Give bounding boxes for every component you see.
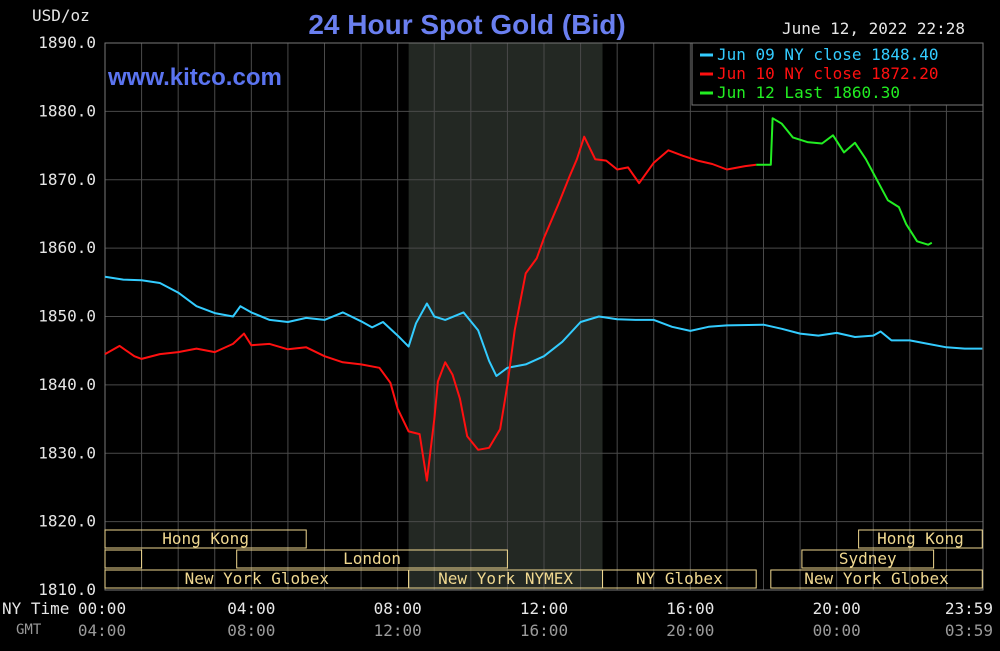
x-tick-label-ny: 23:59 (945, 599, 993, 618)
unit-label: USD/oz (32, 6, 90, 25)
website-label: www.kitco.com (107, 64, 282, 91)
session-bar (801, 549, 935, 569)
x-tick-label-gmt: 04:00 (78, 621, 126, 640)
series-line-jun09 (104, 275, 983, 377)
x-tick-label-ny: 00:00 (78, 599, 126, 618)
timestamp: June 12, 2022 22:28 (782, 19, 965, 38)
x-tick-label-gmt: 08:00 (227, 621, 275, 640)
session-bar (770, 569, 983, 589)
legend-label-jun12: Jun 12 Last 1860.30 (717, 83, 900, 102)
x-tick-label-ny: 04:00 (227, 599, 275, 618)
y-tick-label: 1870.0 (38, 170, 96, 189)
legend-box (691, 42, 984, 106)
x-tick-label-ny: 20:00 (813, 599, 861, 618)
x-tick-label-ny: 08:00 (374, 599, 422, 618)
y-tick-label: 1830.0 (38, 443, 96, 462)
x-tick-label-gmt: 20:00 (666, 621, 714, 640)
legend: Jun 09 NY close 1848.40 Jun 10 NY close … (691, 42, 984, 106)
y-tick-label: 1810.0 (38, 580, 96, 599)
session-label: London (343, 549, 401, 568)
y-tick-label: 1880.0 (38, 101, 96, 120)
session-label: New York NYMEX (438, 569, 573, 588)
session-bar (236, 549, 508, 569)
session-label: Hong Kong (877, 529, 964, 548)
y-tick-label: 1820.0 (38, 512, 96, 531)
ny-time-row-label: NY Time (2, 599, 69, 618)
y-tick-label: 1860.0 (38, 238, 96, 257)
grid-lines (105, 42, 983, 591)
chart-title: 24 Hour Spot Gold (Bid) (308, 9, 625, 40)
x-tick-label-gmt: 12:00 (374, 621, 422, 640)
y-tick-label: 1850.0 (38, 307, 96, 326)
session-label: Sydney (839, 549, 897, 568)
price-series (104, 117, 983, 482)
gmt-row-label: GMT (16, 622, 42, 638)
session-label: New York Globex (185, 569, 330, 588)
x-tick-label-gmt: 16:00 (520, 621, 568, 640)
y-tick-label: 1840.0 (38, 375, 96, 394)
session-label: NY Globex (636, 569, 723, 588)
x-axis-ticks: 00:00 04:00 08:00 12:00 16:00 20:00 23:59 04:00… (78, 599, 993, 640)
x-tick-label-ny: 12:00 (520, 599, 568, 618)
session-label: Hong Kong (162, 529, 249, 548)
plot-frame (104, 42, 984, 591)
y-tick-label: 1890.0 (38, 33, 96, 52)
legend-label-jun09: Jun 09 NY close 1848.40 (717, 45, 939, 64)
legend-label-jun10: Jun 10 NY close 1872.20 (717, 64, 939, 83)
x-tick-label-gmt: 00:00 (813, 621, 861, 640)
x-tick-label-gmt: 03:59 (945, 621, 993, 640)
session-bar (104, 529, 307, 549)
series-line-jun10 (104, 135, 757, 482)
y-axis-ticks: 1890.0 1880.0 1870.0 1860.0 1850.0 1840.0 1830… (38, 33, 96, 599)
session-label: New York Globex (804, 569, 949, 588)
series-line-jun12 (756, 117, 933, 246)
session-bar (602, 569, 757, 589)
session-bar (104, 549, 143, 569)
session-bar (858, 529, 983, 549)
x-tick-label-ny: 16:00 (666, 599, 714, 618)
